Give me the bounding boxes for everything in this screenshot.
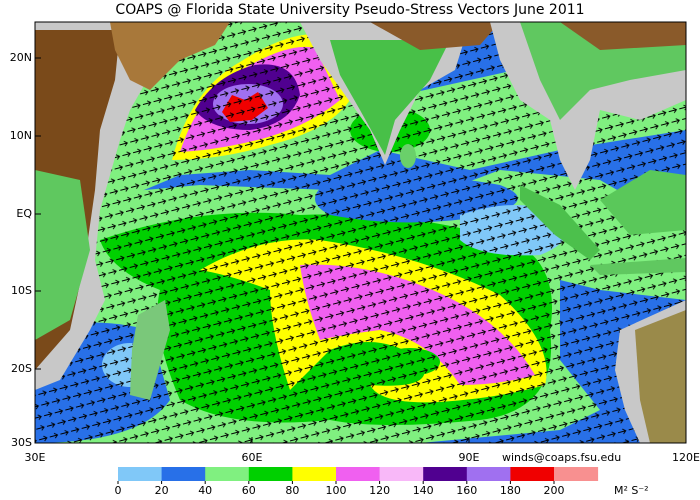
color-swatch (554, 467, 599, 481)
y-tick-label: EQ (16, 207, 32, 220)
y-tick-label: 30S (11, 436, 32, 449)
colorbar-tick-label: 40 (198, 484, 212, 497)
credit: winds@coaps.fsu.edu (502, 451, 621, 464)
colorbar-tick-label: 0 (115, 484, 122, 497)
colorbar-tick-label: 100 (326, 484, 347, 497)
x-tick-label: 120E (672, 451, 700, 464)
colorbar-unit: M² S⁻² (614, 484, 649, 497)
land (35, 22, 686, 443)
x-tick-label: 90E (459, 451, 480, 464)
colorbar-tick-label: 180 (500, 484, 521, 497)
x-tick-label: 60E (242, 451, 263, 464)
title: COAPS @ Florida State University Pseudo-… (115, 2, 584, 18)
color-swatch (379, 467, 424, 481)
color-swatch (292, 467, 337, 481)
colorbar-tick-label: 200 (544, 484, 565, 497)
color-swatch (161, 467, 206, 481)
color-swatch (118, 467, 163, 481)
y-tick-label: 20N (10, 51, 32, 64)
color-swatch (423, 467, 468, 481)
color-swatch (248, 467, 293, 481)
colorbar-tick-label: 140 (413, 484, 434, 497)
colorbar-tick-label: 60 (242, 484, 256, 497)
map-frame (34, 21, 687, 444)
colorbar: 0 20 40 60 80 100 120 140 160 180 200 M² S⁻² (115, 467, 649, 497)
colorbar-tick-label: 120 (369, 484, 390, 497)
map (35, 22, 686, 443)
colorbar-tick-label: 20 (155, 484, 169, 497)
colorbar-tick-label: 80 (285, 484, 299, 497)
color-swatch (466, 467, 511, 481)
axes: 30E 60E 90E 120E 20N 10N EQ 10S 20S 30S (10, 51, 700, 464)
y-tick-label: 10S (11, 284, 32, 297)
color-swatch (510, 467, 555, 481)
y-tick-label: 10N (10, 129, 32, 142)
color-swatch (205, 467, 250, 481)
colorbar-tick-label: 160 (456, 484, 477, 497)
x-tick-label: 30E (25, 451, 46, 464)
color-swatch (336, 467, 381, 481)
y-tick-label: 20S (11, 362, 32, 375)
